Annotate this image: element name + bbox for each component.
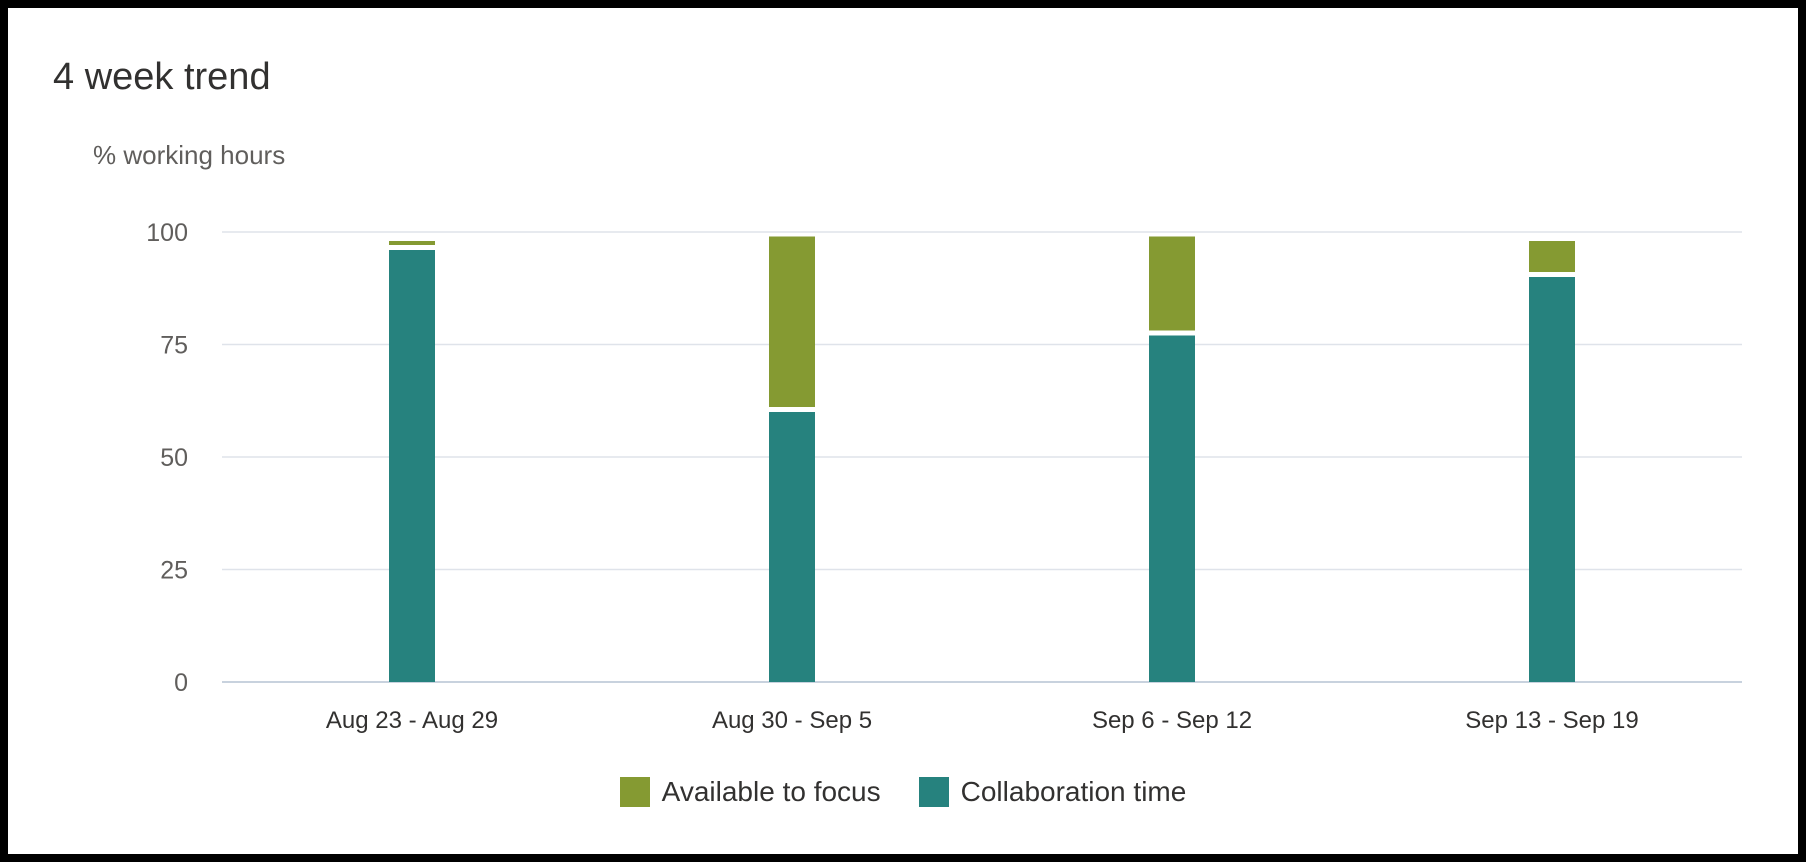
- y-tick-label: 0: [174, 669, 188, 697]
- bar-collaboration: [1529, 277, 1575, 682]
- legend-swatch-focus: [619, 777, 650, 807]
- bar-focus: [1529, 241, 1575, 272]
- legend-label-collaboration: Collaboration time: [960, 776, 1187, 807]
- bar-collaboration: [1149, 335, 1195, 682]
- y-tick-label: 75: [160, 332, 188, 360]
- legend-item-focus[interactable]: Available to focus: [619, 776, 881, 808]
- x-tick-label: Sep 6 - Sep 12: [1092, 707, 1252, 734]
- x-tick-label: Aug 30 - Sep 5: [712, 707, 872, 734]
- bar-focus: [389, 241, 435, 245]
- legend-item-collaboration[interactable]: Collaboration time: [918, 776, 1187, 808]
- x-tick-label: Sep 13 - Sep 19: [1465, 707, 1638, 734]
- chart-card: [8, 8, 1798, 854]
- y-tick-label: 100: [146, 219, 188, 247]
- bar-collaboration: [769, 412, 815, 682]
- y-tick-label: 50: [160, 444, 188, 472]
- y-axis-unit-label: % working hours: [93, 140, 286, 170]
- chart-legend: Available to focus Collaboration time: [0, 776, 1806, 808]
- bar-focus: [1149, 236, 1195, 331]
- chart-title: 4 week trend: [53, 56, 271, 98]
- bar-focus: [769, 236, 815, 407]
- y-tick-label: 25: [160, 557, 188, 585]
- legend-swatch-collaboration: [918, 777, 949, 807]
- legend-label-focus: Available to focus: [661, 776, 881, 807]
- x-tick-label: Aug 23 - Aug 29: [326, 707, 498, 734]
- bar-collaboration: [389, 250, 435, 682]
